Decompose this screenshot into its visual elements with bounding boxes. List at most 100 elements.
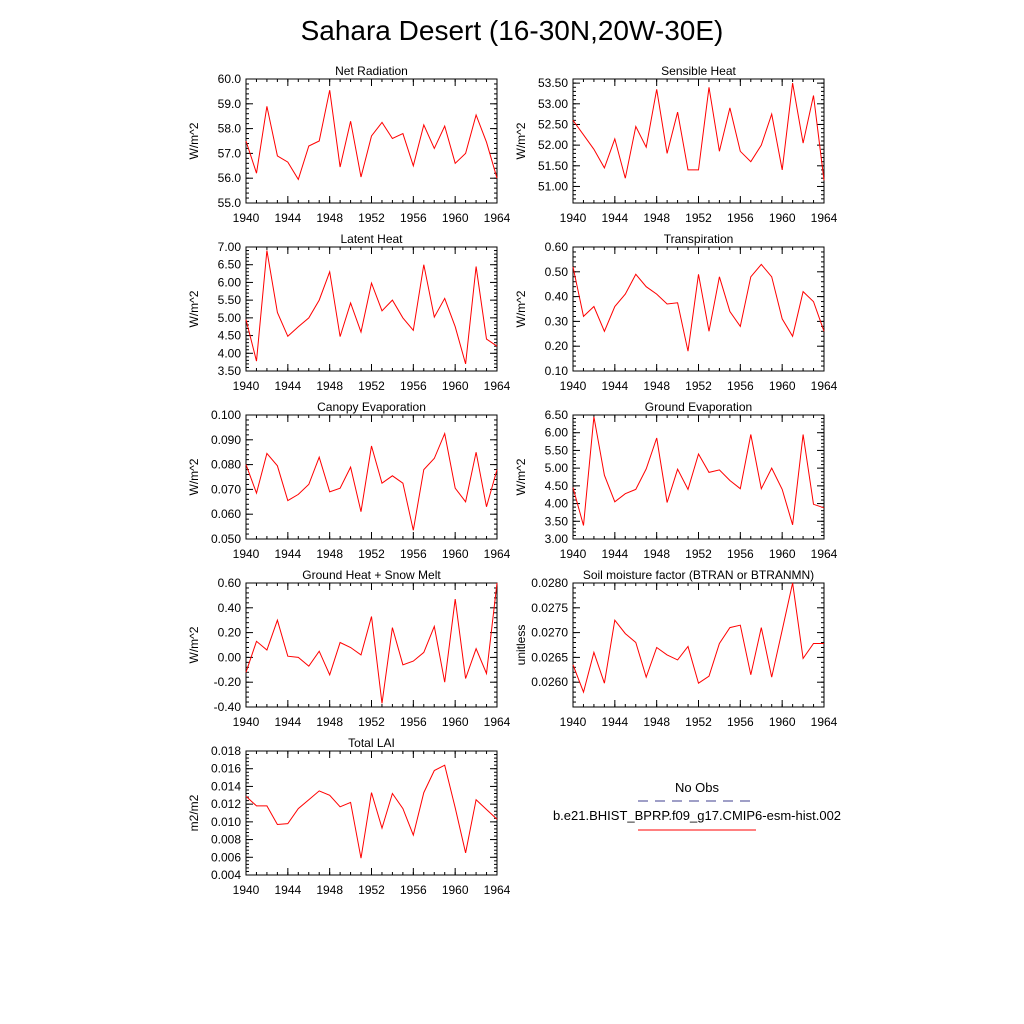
y-tick-label: 0.60 [545, 240, 569, 254]
chart-panel: Transpiration W/m^2 1940 1944 1948 1952 1956 19… [514, 232, 838, 393]
x-tick-label: 1944 [274, 883, 301, 897]
y-tick-label: 53.50 [538, 76, 568, 90]
plot-frame [572, 78, 825, 204]
figure-title: Sahara Desert (16-30N,20W-30E) [301, 15, 724, 46]
series-line [572, 83, 825, 181]
x-tick-label: 1940 [560, 379, 587, 393]
chart-panel: Canopy Evaporation W/m^2 1940 1944 1948 1952 1… [187, 400, 511, 561]
y-tick-label: 0.008 [211, 833, 241, 847]
panel-title: Sensible Heat [661, 64, 736, 78]
x-tick-label: 1948 [643, 379, 670, 393]
panel-title: Latent Heat [340, 232, 403, 246]
y-tick-label: 0.006 [211, 850, 241, 864]
plot-frame [245, 78, 498, 204]
y-tick-label: 51.00 [538, 179, 568, 193]
y-tick-label: 6.50 [218, 258, 242, 272]
y-tick-label: 0.50 [545, 265, 569, 279]
x-tick-label: 1956 [400, 211, 427, 225]
y-axis-label: W/m^2 [514, 290, 528, 327]
x-tick-label: 1956 [727, 211, 754, 225]
x-tick-label: 1944 [601, 379, 628, 393]
y-tick-label: 0.014 [211, 779, 241, 793]
x-tick-label: 1956 [400, 883, 427, 897]
legend-obs-label: No Obs [675, 780, 720, 795]
x-tick-label: 1960 [442, 715, 469, 729]
x-tick-label: 1940 [560, 547, 587, 561]
panel-title: Soil moisture factor (BTRAN or BTRANMN) [583, 568, 814, 582]
y-tick-label: 5.00 [545, 461, 569, 475]
plot-frame [245, 414, 498, 540]
y-tick-label: 0.050 [211, 532, 241, 546]
y-tick-label: 3.00 [545, 532, 569, 546]
plot-frame [245, 582, 498, 708]
x-tick-label: 1952 [358, 715, 385, 729]
series-line [245, 582, 498, 704]
x-tick-label: 1960 [442, 883, 469, 897]
x-tick-label: 1956 [727, 379, 754, 393]
y-tick-label: -0.40 [214, 700, 242, 714]
x-tick-label: 1944 [274, 211, 301, 225]
chart-panel: Latent Heat W/m^2 1940 1944 1948 1952 1956 1960… [187, 232, 511, 393]
series-line [572, 582, 824, 694]
y-tick-label: 0.016 [211, 762, 241, 776]
y-tick-label: 0.0265 [531, 650, 568, 664]
y-tick-label: 0.018 [211, 744, 241, 758]
y-tick-label: -0.20 [214, 675, 242, 689]
chart-panel: Ground Heat + Snow Melt W/m^2 1940 1944 1948… [187, 568, 511, 729]
y-tick-label: 60.0 [218, 72, 242, 86]
y-tick-label: 0.00 [218, 650, 242, 664]
chart-panels: Net Radiation W/m^2 1940 1944 1948 1952 1956 19… [187, 64, 838, 897]
x-tick-label: 1952 [685, 715, 712, 729]
x-tick-label: 1964 [484, 715, 511, 729]
x-tick-label: 1964 [811, 715, 838, 729]
y-tick-label: 7.00 [218, 240, 242, 254]
y-tick-label: 55.0 [218, 196, 242, 210]
panel-title: Ground Evaporation [645, 400, 752, 414]
x-tick-label: 1964 [811, 547, 838, 561]
x-tick-label: 1948 [316, 547, 343, 561]
x-tick-label: 1944 [274, 715, 301, 729]
x-tick-label: 1944 [601, 547, 628, 561]
y-tick-label: 0.0275 [531, 601, 568, 615]
y-tick-label: 4.00 [545, 497, 569, 511]
y-tick-label: 6.50 [545, 408, 569, 422]
y-tick-label: 57.0 [218, 146, 242, 160]
x-tick-label: 1964 [811, 379, 838, 393]
x-tick-label: 1960 [769, 547, 796, 561]
y-tick-label: 0.40 [545, 290, 569, 304]
y-tick-label: 0.010 [211, 815, 241, 829]
y-tick-label: 5.50 [218, 293, 242, 307]
x-tick-label: 1964 [484, 547, 511, 561]
x-tick-label: 1952 [358, 211, 385, 225]
x-tick-label: 1948 [316, 211, 343, 225]
y-tick-label: 53.00 [538, 97, 568, 111]
y-tick-label: 52.50 [538, 117, 568, 131]
panel-title: Net Radiation [335, 64, 408, 78]
x-tick-label: 1956 [727, 715, 754, 729]
y-tick-label: 0.012 [211, 797, 241, 811]
y-tick-label: 0.0270 [531, 626, 568, 640]
y-tick-label: 0.10 [545, 364, 569, 378]
x-tick-label: 1956 [400, 379, 427, 393]
y-tick-label: 0.20 [218, 626, 242, 640]
y-tick-label: 0.100 [211, 408, 241, 422]
x-tick-label: 1944 [274, 379, 301, 393]
y-tick-label: 58.0 [218, 122, 242, 136]
x-tick-label: 1960 [442, 211, 469, 225]
x-tick-label: 1940 [560, 211, 587, 225]
y-tick-label: 56.0 [218, 171, 242, 185]
chart-panel: Net Radiation W/m^2 1940 1944 1948 1952 1956 19… [187, 64, 511, 225]
y-tick-label: 0.40 [218, 601, 242, 615]
x-tick-label: 1952 [685, 547, 712, 561]
y-axis-label: W/m^2 [514, 458, 528, 495]
y-tick-label: 4.50 [218, 329, 242, 343]
y-tick-label: 5.50 [545, 443, 569, 457]
x-tick-label: 1948 [316, 379, 343, 393]
panel-title: Canopy Evaporation [317, 400, 426, 414]
plot-frame [245, 246, 498, 372]
x-tick-label: 1960 [769, 379, 796, 393]
series-line [245, 250, 498, 365]
y-tick-label: 59.0 [218, 97, 242, 111]
x-tick-label: 1952 [358, 547, 385, 561]
